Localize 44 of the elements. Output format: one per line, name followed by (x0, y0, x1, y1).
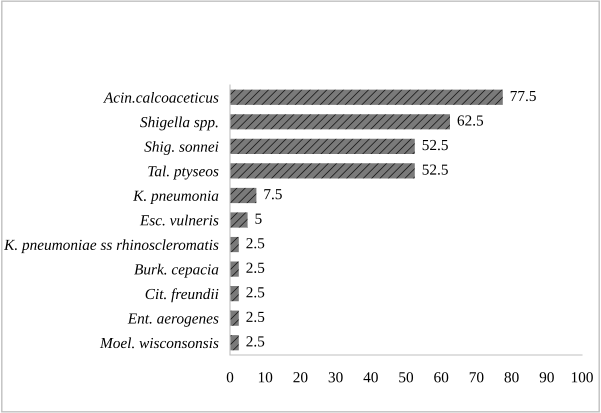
data-label: 2.5 (246, 238, 264, 248)
data-label: 52.5 (422, 164, 448, 175)
x-tick-label: 10 (258, 372, 272, 382)
y-tick-label: Tal. ptyseos (148, 166, 218, 180)
x-tick-label: 60 (434, 372, 448, 382)
bar (230, 138, 415, 154)
y-tick-label: Shig. sonnei (144, 141, 218, 155)
bar (230, 163, 415, 179)
x-tick-label: 50 (399, 372, 414, 382)
bar (230, 212, 248, 228)
y-tick-label: Shigella spp. (140, 116, 218, 130)
bar (230, 286, 239, 302)
x-tick-label: 90 (540, 372, 554, 382)
x-tick-label: 40 (363, 372, 378, 382)
y-tick-label: Esc. vulneris (140, 214, 218, 226)
data-label: 2.5 (246, 336, 264, 347)
y-tick-label: Ent. aerogenes (128, 313, 218, 327)
data-label: 7.5 (264, 189, 282, 200)
bar (230, 188, 256, 204)
x-tick-label: 20 (293, 372, 308, 382)
y-tick-label: Moel. wisconsonsis (100, 337, 218, 348)
x-tick-label: 80 (504, 372, 519, 382)
y-tick-label: K. pneumoniae ss rhinoscleromatis (4, 239, 218, 254)
data-label: 52.5 (422, 140, 448, 150)
x-tick-label: 100 (572, 372, 593, 382)
bar (230, 90, 503, 105)
x-tick-label: 70 (470, 372, 484, 382)
y-tick-label: Burk. cepacia (134, 264, 218, 278)
data-label: 2.5 (246, 287, 264, 298)
bar (230, 114, 450, 130)
y-tick-label: Acin.calcoaceticus (103, 92, 218, 103)
bar (230, 261, 239, 277)
y-tick-label: K. pneumonia (132, 190, 218, 204)
bar (230, 236, 239, 252)
data-label: 2.5 (246, 262, 264, 273)
data-label: 2.5 (246, 312, 264, 322)
x-tick-label: 0 (226, 372, 234, 382)
data-label: 77.5 (510, 90, 536, 102)
bar (230, 310, 239, 326)
y-tick-label: Cit. freundii (146, 288, 218, 302)
data-label: 62.5 (458, 115, 484, 126)
x-tick-label: 30 (328, 372, 343, 382)
bar (230, 335, 239, 350)
data-label: 5 (255, 214, 262, 224)
